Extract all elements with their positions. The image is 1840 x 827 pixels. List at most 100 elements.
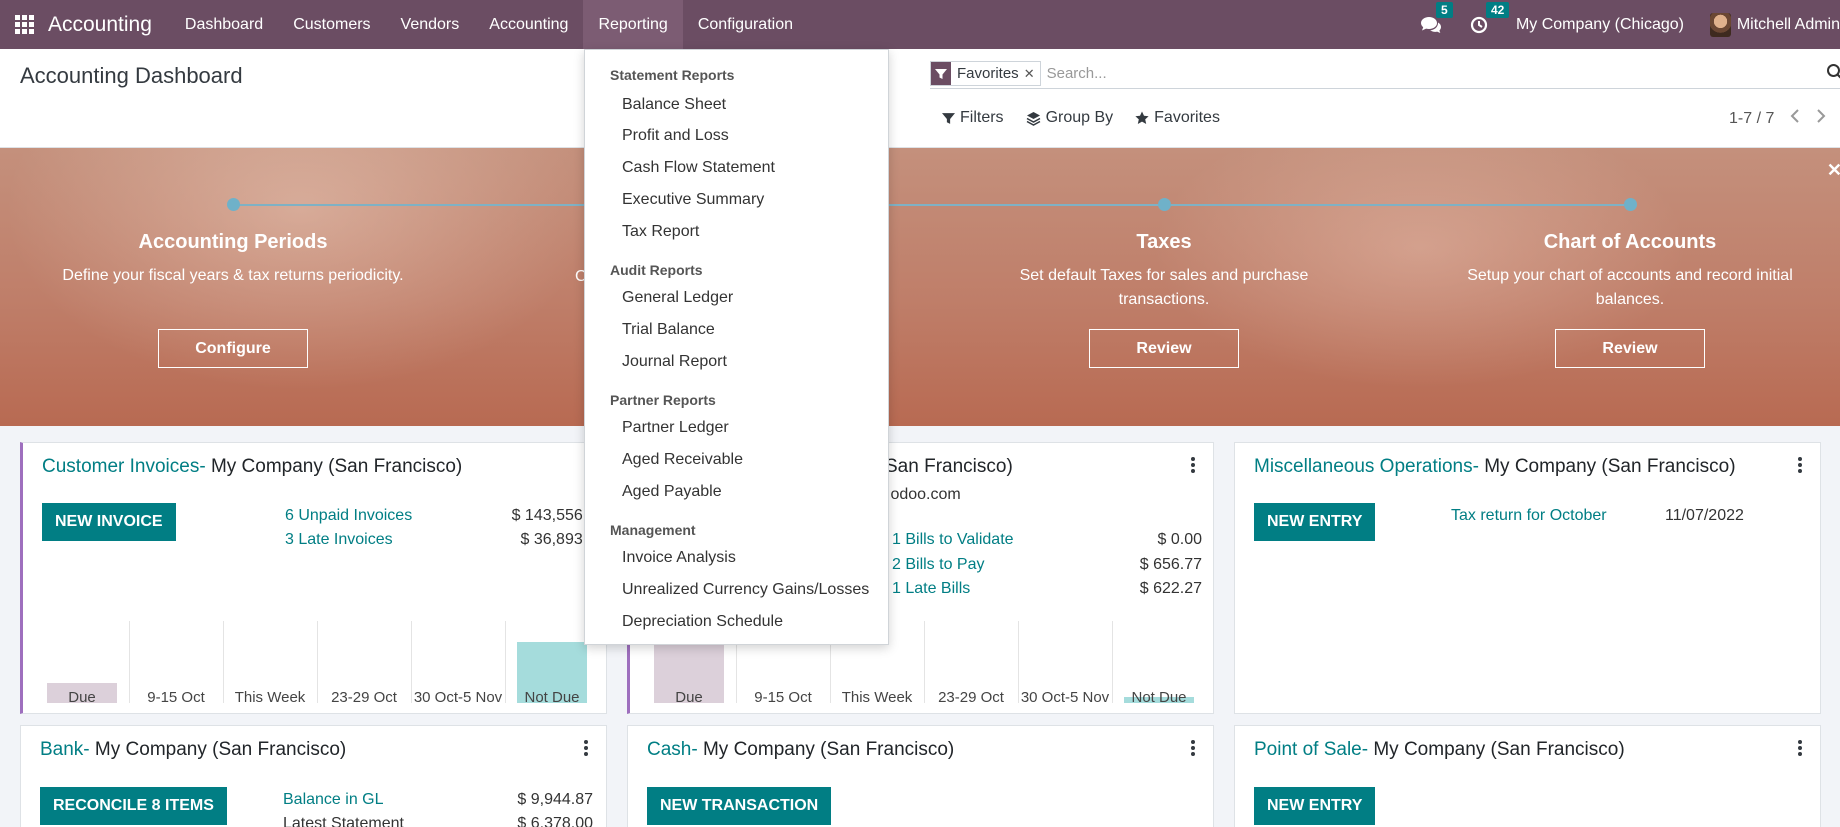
stat-label: 1 Late Bills — [892, 580, 971, 597]
journal-name[interactable]: Miscellaneous Operations- — [1254, 456, 1479, 477]
review-taxes-button[interactable]: Review — [1089, 329, 1239, 368]
chart-tick-label: 9-15 Oct — [147, 689, 205, 706]
menu-item-journal-report[interactable]: Journal Report — [622, 353, 727, 370]
company-switcher[interactable]: My Company (Chicago) — [1515, 15, 1684, 33]
menu-vendors[interactable]: Vendors — [400, 16, 460, 33]
groupby-button[interactable]: Group By — [1026, 109, 1114, 127]
reconcile-button[interactable]: RECONCILE 8 ITEMS — [40, 787, 227, 825]
review-accounts-button[interactable]: Review — [1555, 329, 1705, 368]
chart-gridline — [505, 621, 506, 703]
new-transaction-button[interactable]: NEW TRANSACTION — [647, 787, 832, 825]
new-invoice-button[interactable]: NEW INVOICE — [42, 503, 176, 541]
user-menu[interactable]: Mitchell Admin — [1710, 12, 1840, 37]
card-title: Customer Invoices- My Company (San Franc… — [42, 456, 462, 478]
journal-card-customer-invoices: Customer Invoices- My Company (San Franc… — [20, 442, 607, 714]
step-dot — [1157, 198, 1171, 211]
menu-item-balance-sheet[interactable]: Balance Sheet — [622, 96, 727, 113]
apps-menu-icon[interactable] — [0, 0, 48, 49]
facet-label: Favorites — [957, 65, 1019, 82]
menu-item-aged-receivable[interactable]: Aged Receivable — [622, 451, 743, 468]
menu-item-unrealized-currency-gains-losses[interactable]: Unrealized Currency Gains/Losses — [622, 581, 870, 598]
company-name: My Company (San Francisco) — [1368, 739, 1625, 760]
chart-bar[interactable] — [1124, 696, 1194, 703]
search-options: Filters Group By Favorites — [942, 109, 1220, 127]
chart-tick-label: 30 Oct-5 Nov — [1020, 689, 1110, 706]
menu-configuration[interactable]: Configuration — [697, 16, 793, 33]
top-navbar: Accounting Dashboard Customers Vendors A… — [0, 0, 1840, 49]
journal-name[interactable]: Customer Invoices- — [42, 456, 206, 477]
menu-accounting[interactable]: Accounting — [489, 16, 569, 33]
aged-receivable-chart[interactable] — [35, 621, 599, 703]
step-dot — [1623, 198, 1637, 211]
favorites-label: Favorites — [1154, 109, 1220, 126]
kebab-menu-icon[interactable] — [1798, 740, 1802, 758]
hidden-step-text: C — [575, 268, 587, 285]
onboarding-banner: Accounting Periods Define your fiscal ye… — [0, 148, 1840, 426]
chart-bar[interactable] — [517, 641, 587, 703]
chart-tick-label: 30 Oct-5 Nov — [413, 689, 503, 706]
journal-name[interactable]: Bank- — [40, 739, 90, 760]
journal-card-cash: Cash- My Company (San Francisco) NEW TRA… — [627, 725, 1214, 827]
app-brand[interactable]: Accounting — [48, 12, 152, 36]
menu-item-trial-balance[interactable]: Trial Balance — [622, 321, 715, 338]
chart-gridline — [830, 621, 831, 703]
chevron-right-icon[interactable] — [1816, 109, 1826, 128]
menu-item-invoice-analysis[interactable]: Invoice Analysis — [622, 549, 736, 566]
step-description: Set default Taxes for sales and purchase… — [1019, 267, 1309, 308]
stat-value: $ 622.27 — [1139, 580, 1202, 597]
stat-label: Balance in GL — [283, 791, 384, 808]
reporting-dropdown-menu: Statement Reports Balance Sheet Profit a… — [584, 49, 889, 645]
new-entry-button[interactable]: NEW ENTRY — [1254, 503, 1376, 541]
search-icon[interactable] — [1826, 63, 1840, 86]
activities-button[interactable]: 42 — [1470, 1, 1510, 34]
menu-item-executive-summary[interactable]: Executive Summary — [622, 191, 765, 208]
filters-button[interactable]: Filters — [942, 109, 1004, 127]
chevron-left-icon[interactable] — [1790, 109, 1800, 128]
chart-gridline — [1112, 621, 1113, 703]
stat-label: 2 Bills to Pay — [892, 556, 985, 573]
menu-item-cash-flow-statement[interactable]: Cash Flow Statement — [622, 159, 775, 176]
journal-name[interactable]: Cash- — [647, 739, 698, 760]
step-accounting-periods: Accounting Periods Define your fiscal ye… — [53, 198, 413, 368]
journal-name[interactable]: Point of Sale- — [1254, 739, 1369, 760]
progress-line — [232, 204, 1630, 206]
groupby-label: Group By — [1045, 109, 1114, 126]
menu-item-profit-and-loss[interactable]: Profit and Loss — [622, 127, 729, 144]
chart-tick-label: 9-15 Oct — [754, 689, 812, 706]
kebab-menu-icon[interactable] — [1191, 740, 1195, 758]
menu-item-tax-report[interactable]: Tax Report — [622, 223, 700, 240]
chart-gridline — [1018, 621, 1019, 703]
stat-label: 3 Late Invoices — [285, 531, 393, 548]
chart-bar[interactable] — [47, 682, 117, 703]
new-entry-button[interactable]: NEW ENTRY — [1254, 787, 1376, 825]
menu-customers[interactable]: Customers — [293, 16, 371, 33]
chart-gridline — [736, 621, 737, 703]
messages-count-badge: 5 — [1435, 1, 1453, 18]
menu-dashboard[interactable]: Dashboard — [184, 16, 264, 33]
menu-item-partner-ledger[interactable]: Partner Ledger — [622, 419, 729, 436]
close-icon[interactable]: ✕ — [1826, 160, 1840, 180]
facet-remove-icon[interactable]: ✕ — [1023, 65, 1035, 81]
kebab-menu-icon[interactable] — [1798, 457, 1802, 475]
favorites-button[interactable]: Favorites — [1135, 109, 1220, 127]
entry-date: 11/07/2022 — [1665, 507, 1744, 524]
pager-value[interactable]: 1-7 / 7 — [1729, 109, 1775, 127]
kebab-menu-icon[interactable] — [584, 740, 588, 758]
menu-reporting[interactable]: Reporting — [583, 0, 683, 49]
stat-label: 6 Unpaid Invoices — [285, 507, 413, 524]
messages-button[interactable]: 5 — [1420, 1, 1453, 34]
star-icon — [1135, 111, 1149, 124]
menu-section-header: Audit Reports — [610, 262, 703, 278]
configure-button[interactable]: Configure — [158, 329, 308, 368]
alias-email: .odoo.com — [886, 486, 961, 503]
kebab-menu-icon[interactable] — [1191, 457, 1195, 475]
step-dot — [226, 198, 240, 211]
menu-item-aged-payable[interactable]: Aged Payable — [622, 483, 722, 500]
menu-item-depreciation-schedule[interactable]: Depreciation Schedule — [622, 613, 783, 630]
menu-item-general-ledger[interactable]: General Ledger — [622, 289, 734, 306]
step-title: Accounting Periods — [138, 231, 328, 253]
filter-icon — [931, 62, 951, 85]
company-name: San Francisco) — [885, 456, 1013, 477]
chart-x-axis: Due 9-15 Oct This Week 23-29 Oct 30 Oct-5 No… — [642, 689, 1206, 709]
search-input[interactable] — [1046, 65, 1827, 82]
